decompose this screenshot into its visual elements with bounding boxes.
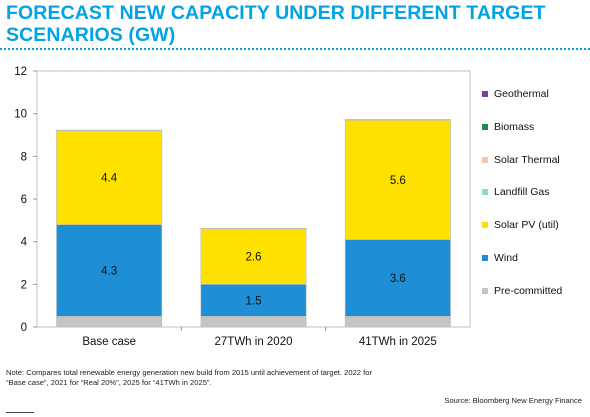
x-tick-label: 41TWh in 2025 <box>359 336 437 348</box>
y-tick-label: 4 <box>21 237 28 249</box>
bar-segment-solar-pv-util- <box>56 130 163 225</box>
title-divider <box>0 48 590 50</box>
legend-label: Solar Thermal <box>494 153 560 166</box>
data-label: 5.6 <box>390 175 406 187</box>
chart-title: FORECAST NEW CAPACITY UNDER DIFFERENT TA… <box>6 2 546 46</box>
bar-segment-landfill-gas <box>200 227 307 230</box>
legend-swatch <box>482 222 488 229</box>
chart-source: Source: Bloomberg New Energy Finance <box>444 396 582 405</box>
x-tick-label: Base case <box>82 336 136 348</box>
legend-label: Wind <box>494 251 518 264</box>
bar-segment-landfill-gas <box>56 129 163 132</box>
legend-swatch <box>482 91 488 97</box>
chart-legend: Geothermal Biomass Solar Thermal Landfill G… <box>482 88 586 318</box>
legend-label: Pre-committed <box>494 284 563 297</box>
legend-label: Landfill Gas <box>494 186 550 199</box>
legend-item-geothermal: Geothermal <box>482 88 586 100</box>
data-label: 2.6 <box>246 252 262 264</box>
bar-segment-wind <box>56 224 163 317</box>
y-tick-label: 12 <box>14 66 27 78</box>
y-tick-label: 0 <box>21 322 27 334</box>
legend-swatch <box>482 156 488 163</box>
legend-item-landfill-gas: Landfill Gas <box>482 186 586 198</box>
bar-segment-solar-pv-util- <box>200 228 307 285</box>
legend-swatch <box>482 189 488 196</box>
footer-rule <box>6 412 34 417</box>
y-tick-label: 8 <box>21 151 27 163</box>
legend-item-biomass: Biomass <box>482 121 586 133</box>
bar-segment-pre-committed <box>200 316 307 328</box>
chart-note: Note: Compares total renewable energy ge… <box>6 368 372 387</box>
x-tick-label: 27TWh in 2020 <box>215 336 293 348</box>
bar-segment-wind <box>344 239 451 317</box>
legend-item-pre-committed: Pre-committed <box>482 285 586 297</box>
y-tick-label: 10 <box>14 109 27 121</box>
legend-item-wind: Wind <box>482 252 586 264</box>
legend-label: Solar PV (util) <box>494 219 559 232</box>
data-label: 1.5 <box>246 295 262 307</box>
data-label: 4.4 <box>101 173 118 185</box>
legend-swatch <box>482 287 488 294</box>
legend-swatch <box>482 254 488 261</box>
bar-segment-pre-committed <box>56 316 163 328</box>
bar-segment-solar-pv-util- <box>344 119 451 240</box>
legend-item-solar-thermal: Solar Thermal <box>482 154 586 166</box>
legend-swatch <box>482 123 488 130</box>
data-label: 3.6 <box>390 273 406 285</box>
data-label: 4.3 <box>101 265 117 277</box>
bar-segment-wind <box>200 284 307 317</box>
bar-segment-landfill-gas <box>344 119 451 121</box>
bar-segment-pre-committed <box>344 316 451 328</box>
legend-item-solar-pv-util-: Solar PV (util) <box>482 219 586 231</box>
y-tick-label: 6 <box>21 194 27 206</box>
y-tick-label: 2 <box>21 279 27 291</box>
legend-label: Biomass <box>494 120 535 133</box>
legend-label: Geothermal <box>494 88 549 100</box>
